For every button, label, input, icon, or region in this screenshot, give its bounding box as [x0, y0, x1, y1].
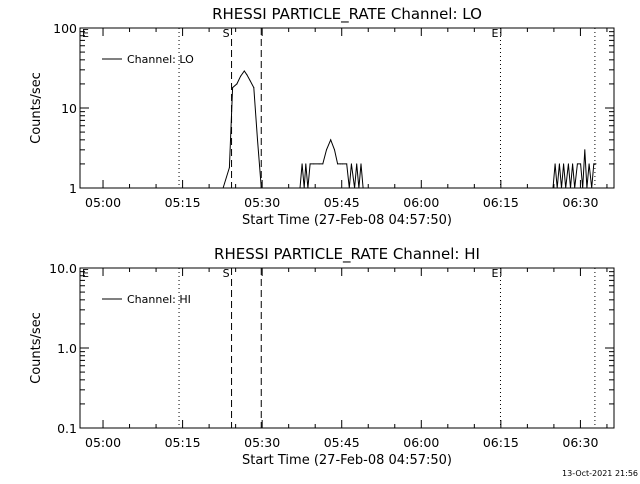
data-point [350, 163, 352, 165]
data-point [305, 163, 307, 165]
data-point [570, 187, 571, 189]
series-line [222, 70, 596, 189]
data-point [584, 149, 586, 151]
data-point [257, 139, 258, 141]
chart-title: RHESSI PARTICLE_RATE Channel: LO [212, 5, 482, 24]
x-axis-label: Start Time (27-Feb-08 04:57:50) [242, 213, 452, 228]
y-tick-label: 0.1 [57, 421, 77, 436]
data-point [348, 187, 350, 189]
x-tick-label: 06:15 [483, 195, 519, 210]
data-point [341, 163, 343, 165]
data-point [243, 70, 245, 72]
data-point [222, 187, 224, 189]
data-point [362, 187, 364, 189]
data-point [318, 163, 320, 165]
data-point [593, 163, 595, 165]
x-tick-label: 05:15 [165, 195, 201, 210]
data-point [356, 163, 358, 165]
data-point [358, 187, 360, 189]
data-point [303, 187, 305, 189]
data-point [246, 74, 248, 76]
data-point [558, 163, 560, 165]
data-point [334, 149, 335, 151]
data-point [354, 187, 356, 189]
data-point [307, 187, 309, 189]
data-point [565, 187, 567, 189]
data-point [337, 163, 339, 165]
data-point [313, 163, 315, 165]
x-tick-label: 05:00 [85, 435, 121, 450]
data-point [236, 83, 238, 85]
y-tick-label: 1 [69, 181, 77, 196]
data-point [580, 163, 582, 165]
y-tick-label: 10 [61, 101, 77, 116]
data-point [591, 187, 593, 189]
y-tick-label: 1.0 [57, 341, 77, 356]
x-tick-label: 06:15 [483, 435, 519, 450]
x-tick-label: 06:00 [403, 435, 439, 450]
data-point [552, 187, 554, 189]
data-point [249, 80, 251, 82]
plot-timestamp: 13-Oct-2021 21:56 [562, 469, 638, 478]
data-point [253, 87, 255, 89]
data-point [567, 163, 569, 165]
marker-label: E [492, 27, 499, 40]
data-point [563, 163, 565, 165]
y-axis-label: Counts/sec [29, 72, 44, 144]
marker-label: E [82, 27, 89, 40]
x-tick-label: 05:00 [85, 195, 121, 210]
data-point [240, 75, 242, 77]
data-point [360, 163, 362, 165]
data-point [232, 87, 234, 89]
data-point [339, 163, 341, 165]
data-point [364, 187, 366, 189]
y-tick-label: 100 [53, 21, 77, 36]
data-point [586, 187, 588, 189]
plot-frame [79, 267, 615, 429]
data-point [309, 163, 311, 165]
y-tick-label: 10.0 [49, 261, 77, 276]
data-point [588, 163, 590, 165]
marker-label: E [82, 267, 89, 280]
x-tick-label: 05:15 [165, 435, 201, 450]
y-axis-label: Counts/sec [29, 312, 44, 384]
x-tick-label: 06:30 [562, 195, 598, 210]
data-point [574, 187, 576, 189]
data-point [572, 163, 574, 165]
x-tick-label: 05:45 [324, 435, 360, 450]
legend-label: Channel: LO [127, 53, 194, 66]
data-point [330, 139, 332, 141]
chart-title: RHESSI PARTICLE_RATE Channel: HI [214, 245, 480, 264]
x-tick-label: 05:30 [244, 435, 280, 450]
data-point [326, 149, 327, 151]
data-point [301, 163, 303, 165]
data-point [346, 163, 348, 165]
data-point [554, 163, 556, 165]
marker-label: E [492, 267, 499, 280]
marker-label: S [223, 27, 230, 40]
data-point [576, 163, 578, 165]
data-point [260, 187, 262, 189]
marker-label: S [223, 267, 230, 280]
x-tick-label: 05:30 [244, 195, 280, 210]
data-point [561, 187, 562, 189]
data-point [582, 187, 584, 189]
x-tick-label: 06:00 [403, 195, 439, 210]
data-point [595, 163, 597, 165]
data-point [228, 167, 230, 169]
legend-label: Channel: HI [127, 293, 191, 306]
data-point [299, 187, 301, 189]
data-point [322, 163, 324, 165]
x-tick-label: 05:45 [324, 195, 360, 210]
x-tick-label: 06:30 [562, 435, 598, 450]
x-axis-label: Start Time (27-Feb-08 04:57:50) [242, 453, 452, 468]
data-point [556, 187, 558, 189]
